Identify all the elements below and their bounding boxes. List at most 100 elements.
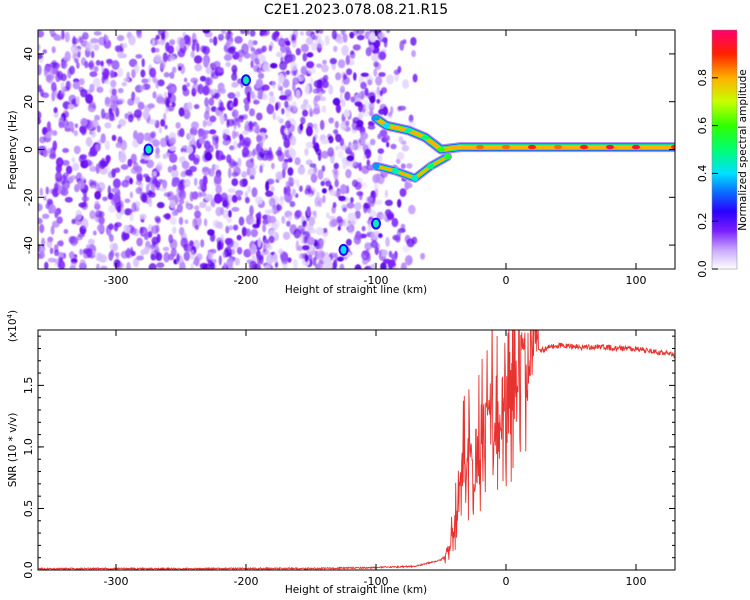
noise-speckle	[204, 152, 213, 161]
noise-speckle	[369, 210, 377, 218]
noise-speckle	[226, 154, 232, 164]
noise-speckle	[278, 73, 285, 84]
noise-speckle	[241, 129, 250, 135]
noise-speckle	[279, 60, 288, 71]
noise-speckle	[212, 219, 220, 228]
noise-speckle	[73, 130, 79, 137]
snr-xtick-label: -300	[104, 575, 129, 588]
noise-speckle	[207, 229, 215, 236]
noise-speckle	[388, 111, 392, 117]
noise-speckle	[111, 168, 116, 178]
noise-speckle	[292, 30, 298, 40]
noise-speckle	[76, 62, 80, 69]
noise-speckle	[231, 194, 238, 203]
noise-speckle	[123, 77, 130, 83]
noise-speckle	[210, 262, 215, 269]
noise-speckle	[217, 33, 225, 41]
noise-speckle	[231, 171, 239, 177]
noise-speckle	[374, 188, 379, 198]
noise-speckle	[93, 31, 102, 36]
noise-speckle	[56, 216, 63, 224]
noise-speckle	[231, 102, 236, 108]
noise-speckle	[209, 38, 213, 44]
noise-speckle	[261, 45, 267, 53]
colorbar-tick-label: 0.4	[696, 165, 709, 183]
noise-speckle	[352, 159, 357, 166]
noise-speckle	[112, 242, 118, 252]
noise-speckle	[254, 48, 263, 55]
noise-speckle	[402, 244, 411, 253]
noise-speckle	[235, 91, 241, 98]
noise-speckle	[39, 223, 45, 234]
noise-speckle	[117, 124, 122, 129]
noise-speckle	[63, 103, 69, 110]
noise-speckle	[362, 154, 367, 161]
colorbar-gradient	[712, 30, 737, 269]
noise-speckle	[243, 137, 252, 147]
noise-speckle	[136, 33, 143, 39]
noise-speckle	[410, 37, 417, 46]
noise-speckle	[328, 259, 333, 269]
noise-speckle	[182, 88, 190, 97]
noise-speckle	[115, 255, 120, 260]
noise-speckle	[79, 259, 86, 269]
noise-speckle	[91, 130, 97, 138]
noise-speckle	[98, 216, 105, 225]
noise-speckle	[81, 196, 90, 202]
noise-speckle	[162, 179, 168, 189]
noise-speckle	[202, 263, 211, 269]
noise-speckle	[338, 195, 347, 202]
noise-speckle	[188, 153, 196, 161]
noise-speckle	[343, 218, 348, 224]
noise-speckle	[356, 34, 365, 41]
noise-speckle	[271, 80, 276, 90]
noise-speckle	[222, 132, 227, 141]
noise-speckle	[134, 109, 142, 119]
noise-speckle	[247, 39, 254, 49]
noise-speckle	[350, 96, 356, 103]
noise-speckle	[275, 171, 284, 181]
noise-speckle	[129, 212, 134, 222]
noise-speckle	[195, 253, 203, 261]
noise-speckle	[304, 254, 309, 263]
noise-speckle	[124, 249, 131, 258]
noise-speckle	[126, 261, 131, 269]
noise-speckle	[331, 30, 337, 40]
noise-speckle	[200, 239, 205, 248]
noise-speckle	[373, 68, 378, 77]
signal-blob	[340, 245, 347, 254]
noise-speckle	[184, 219, 189, 225]
noise-speckle	[140, 69, 146, 78]
noise-speckle	[279, 95, 288, 101]
noise-speckle	[317, 259, 324, 269]
noise-speckle	[287, 215, 293, 221]
noise-speckle	[64, 51, 71, 62]
noise-speckle	[368, 110, 374, 117]
noise-speckle	[332, 97, 341, 106]
noise-speckle	[262, 223, 267, 233]
noise-speckle	[80, 117, 88, 127]
noise-speckle	[243, 52, 251, 59]
noise-speckle	[346, 202, 355, 209]
noise-speckle	[360, 72, 369, 78]
noise-speckle	[183, 178, 191, 188]
noise-speckle	[246, 30, 250, 36]
noise-speckle	[322, 80, 329, 89]
noise-speckle	[124, 209, 132, 216]
noise-speckle	[298, 253, 303, 260]
snr-series-line	[38, 330, 675, 570]
noise-speckle	[289, 61, 298, 71]
snr-scale-note: (x104)	[6, 310, 19, 342]
snr-panel: -300 -200 -100 0 100 0.0 0.5 1.0 1.5 Height of s…	[6, 310, 676, 596]
noise-speckle	[280, 44, 287, 54]
noise-speckle	[161, 32, 166, 40]
noise-speckle	[400, 262, 407, 269]
noise-speckle	[219, 101, 224, 112]
noise-speckle	[151, 47, 156, 53]
noise-speckle	[56, 92, 64, 100]
noise-speckle	[366, 159, 371, 166]
noise-speckle	[203, 218, 208, 227]
noise-speckle	[226, 119, 235, 127]
noise-speckle	[143, 246, 150, 255]
noise-speckle	[328, 117, 335, 124]
